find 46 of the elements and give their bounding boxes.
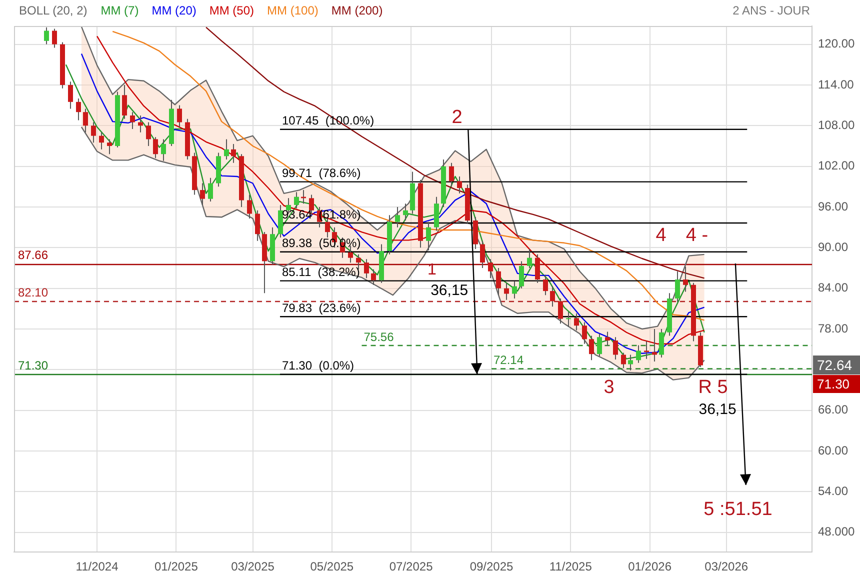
text: MM (20) — [152, 3, 196, 18]
series-label: 36,15 — [698, 400, 736, 418]
ref-line-label: 87.66 — [18, 248, 48, 262]
y-tick-label: 102.00 — [818, 158, 856, 173]
ref-line-label: 71.30 — [18, 358, 48, 373]
annotation: 4 - — [686, 225, 708, 246]
series-label: 36,15 — [430, 282, 468, 300]
series-label: 79.83 (23.6%) — [282, 300, 361, 315]
text: MM (100) — [267, 3, 318, 18]
annotation: 5 :51.51 — [704, 499, 772, 520]
legend-label: BOLL (20, 2) — [19, 3, 88, 18]
y-tick-label: 114.00 — [818, 77, 854, 92]
chart-title: 2 ANS - JOUR — [732, 3, 810, 18]
x-tick-label: 11/2024 — [76, 560, 119, 574]
x-tick-label: 01/2025 — [154, 560, 198, 574]
text: 71.30 — [817, 376, 850, 392]
y-tick-label: 96.00 — [818, 199, 848, 214]
x-tick-label: 01/2026 — [628, 560, 672, 574]
x-tick-label: 03/2026 — [704, 560, 748, 574]
text: MM (200) — [331, 3, 383, 18]
annotation: R 5 — [698, 377, 728, 398]
x-tick-label: 05/2025 — [310, 560, 354, 574]
y-tick-label: 48.000 — [818, 524, 856, 539]
series-label: 75.56 — [364, 330, 394, 344]
text: 72.64 — [817, 356, 852, 373]
y-tick-label: 66.00 — [818, 402, 848, 417]
y-tick-label: 60.00 — [818, 443, 848, 458]
series-label: 72.14 — [494, 353, 524, 368]
x-tick-label: 03/2025 — [231, 560, 275, 574]
text: MM (50) — [209, 3, 254, 18]
x-tick-label: 09/2025 — [470, 560, 514, 574]
y-tick-label: 78.00 — [818, 321, 848, 336]
y-tick-label: 90.00 — [818, 240, 848, 254]
y-tick-label: 108.00 — [818, 118, 856, 132]
text: MM (7) — [100, 3, 139, 18]
y-tick-label: 120.00 — [818, 36, 856, 51]
annotation: 1 — [428, 261, 437, 278]
x-tick-label: 07/2025 — [389, 560, 434, 574]
annotation: 3 — [604, 377, 614, 398]
y-tick-label: 84.00 — [818, 280, 848, 295]
annotation: 2 — [452, 107, 462, 128]
x-tick-label: 11/2025 — [549, 560, 592, 574]
y-tick-label: 54.00 — [818, 484, 848, 498]
annotation: 4 — [656, 225, 667, 246]
ref-line-label: 82.10 — [18, 286, 48, 300]
series-label: 71.30 (0.0%) — [282, 358, 354, 373]
